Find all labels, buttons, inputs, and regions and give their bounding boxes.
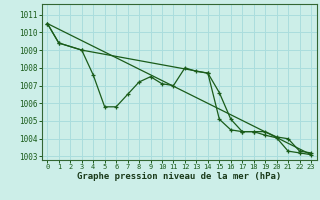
X-axis label: Graphe pression niveau de la mer (hPa): Graphe pression niveau de la mer (hPa) [77,172,281,181]
